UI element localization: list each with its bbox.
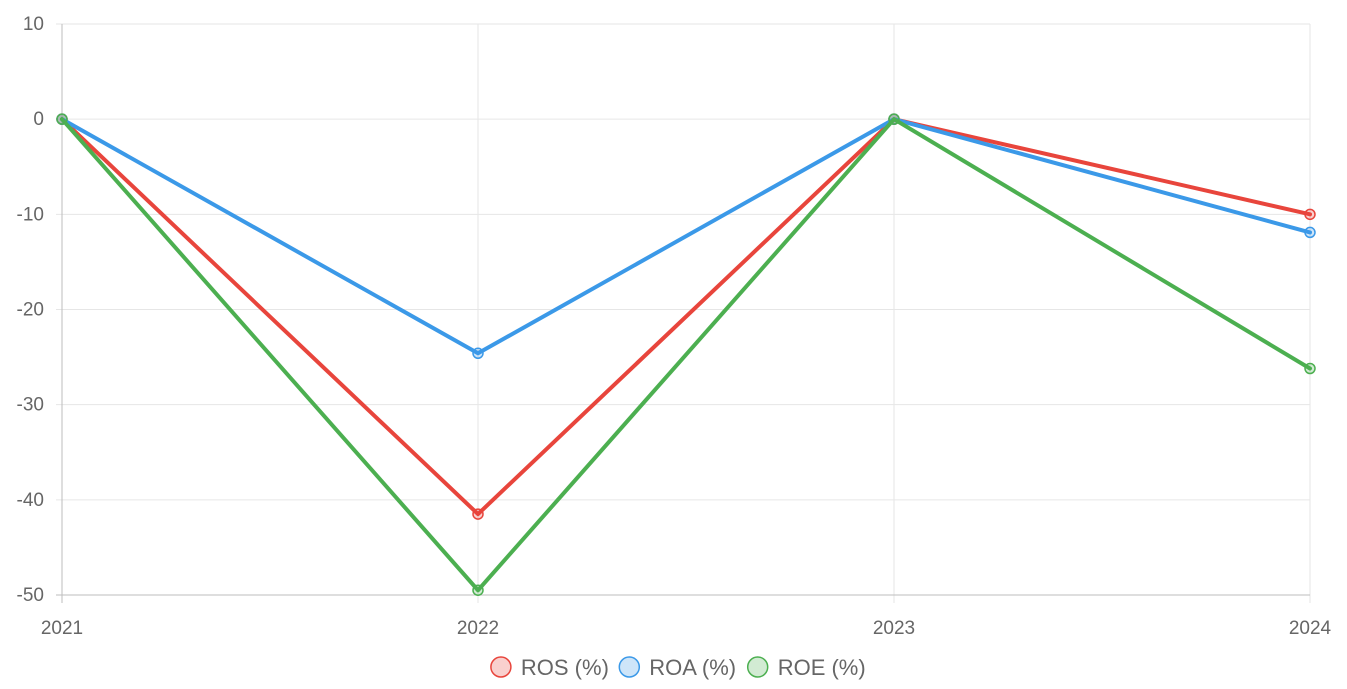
series-roe — [56, 113, 1316, 596]
series-roa — [56, 113, 1316, 360]
data-point — [1304, 208, 1316, 221]
y-tick-label: -10 — [17, 204, 44, 225]
series-line — [60, 117, 1312, 593]
legend-label: ROE (%) — [778, 655, 866, 680]
data-point — [1304, 226, 1316, 239]
y-tick-label: -20 — [17, 300, 44, 321]
data-point — [472, 347, 484, 360]
legend-marker-icon — [746, 656, 769, 678]
series-line — [60, 117, 1312, 517]
x-tick-label: 2022 — [457, 618, 499, 639]
y-tick-label: 0 — [33, 109, 44, 130]
data-point — [888, 113, 900, 125]
x-tick-label: 2024 — [1289, 618, 1332, 639]
series-line — [60, 117, 1312, 356]
y-tick-label: -50 — [17, 585, 44, 606]
data-point — [472, 508, 484, 520]
x-tick-label: 2023 — [873, 618, 915, 639]
legend-marker-icon — [490, 656, 512, 678]
grid-lines — [56, 23, 1311, 603]
legend-label: ROS (%) — [521, 655, 609, 680]
series-lines — [56, 113, 1316, 596]
x-axis-tick-labels: 2021 2022 2023 2024 — [41, 618, 1332, 639]
y-tick-label: 10 — [23, 14, 44, 35]
y-axis-tick-labels: 10 0 -10 -20 -30 -40 -50 — [17, 14, 44, 606]
legend-label: ROA (%) — [649, 655, 736, 680]
y-tick-label: -40 — [17, 490, 44, 511]
data-point — [472, 584, 484, 596]
y-tick-label: -30 — [17, 395, 44, 416]
legend-item[interactable]: ROE (%) — [746, 655, 866, 680]
series-ros — [56, 113, 1316, 520]
legend[interactable]: ROS (%) ROA (%) ROE (%) — [490, 655, 866, 680]
x-tick-label: 2021 — [41, 618, 83, 639]
axes — [56, 24, 1310, 603]
legend-item[interactable]: ROA (%) — [618, 655, 736, 680]
data-point — [56, 113, 68, 125]
legend-item[interactable]: ROS (%) — [490, 655, 609, 680]
legend-marker-icon — [618, 656, 641, 678]
data-point — [1304, 362, 1316, 375]
